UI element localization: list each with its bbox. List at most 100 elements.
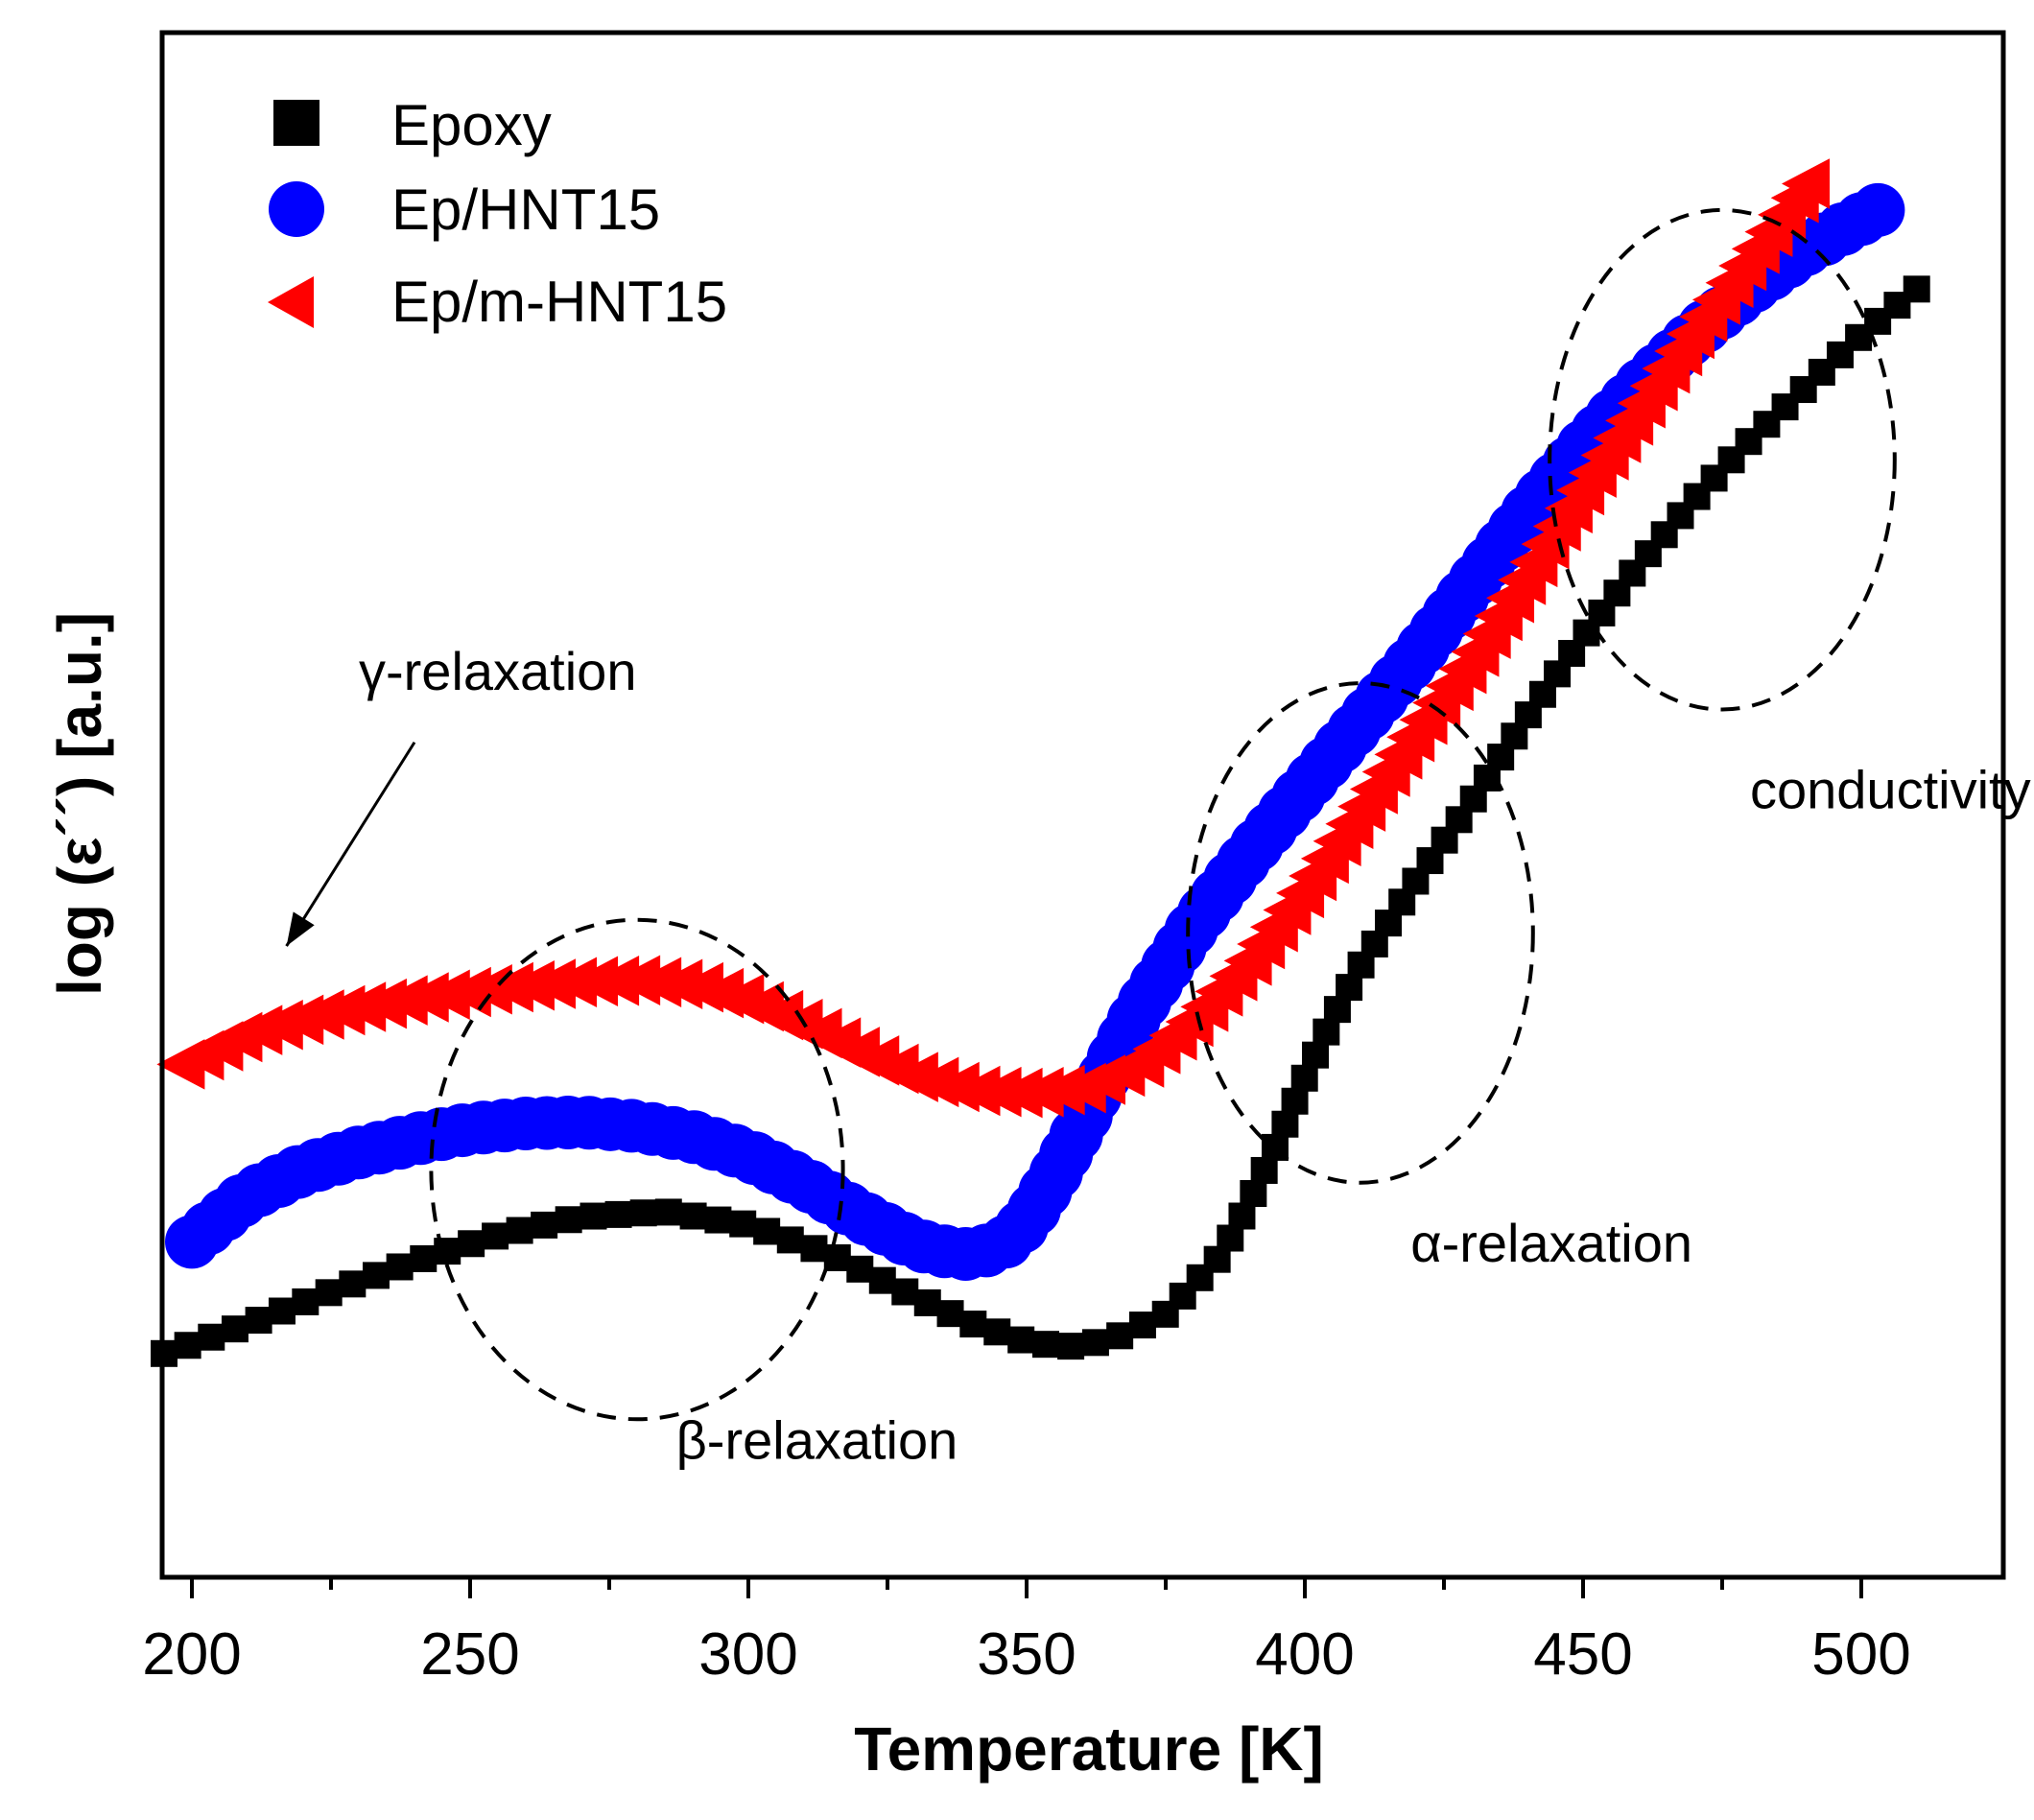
data-point [1903, 275, 1930, 303]
legend-label-ep-hnt15: Ep/HNT15 [391, 177, 660, 242]
data-point [434, 1238, 461, 1265]
data-point [612, 955, 661, 1005]
data-point [1336, 974, 1363, 1002]
x-tick-label: 300 [698, 1621, 797, 1688]
data-point [362, 1262, 390, 1289]
data-point [463, 963, 512, 1015]
data-point [654, 1198, 682, 1226]
data-marks [151, 158, 1930, 1367]
data-point [629, 1199, 657, 1227]
data-point [1057, 1333, 1085, 1360]
data-point [339, 1270, 367, 1298]
data-point [555, 1206, 582, 1234]
data-point [1313, 1018, 1340, 1046]
data-point [891, 1278, 919, 1306]
data-point [198, 1323, 225, 1351]
data-point [292, 1288, 319, 1315]
data-point [1106, 1322, 1134, 1350]
data-point [800, 1235, 828, 1263]
data-point [959, 1311, 987, 1338]
data-point [654, 958, 703, 1010]
data-point [531, 1211, 558, 1239]
x-tick-label: 450 [1533, 1621, 1632, 1688]
data-point [1032, 1331, 1060, 1359]
data-point [221, 1315, 248, 1343]
data-point [338, 981, 387, 1032]
legend-label-epoxy: Epoxy [391, 93, 552, 157]
data-point [1007, 1326, 1035, 1354]
data-point [913, 1288, 941, 1316]
data-point [1782, 158, 1830, 209]
annotation-arrow-head [286, 911, 315, 947]
data-point [315, 1279, 343, 1307]
x-tick-label: 250 [420, 1621, 519, 1688]
annotation-gamma-relaxation: γ-relaxation [359, 641, 636, 701]
data-point [1290, 1064, 1318, 1092]
series-ep-hnt15 [165, 182, 1905, 1282]
data-point [1228, 1202, 1256, 1230]
series-ep-m-hnt15 [156, 158, 1830, 1119]
data-point [604, 1200, 632, 1228]
y-axis-title: log (ε´´) [a.u.] [45, 612, 114, 996]
legend-marker-epoxy [273, 100, 319, 146]
x-tick-label: 350 [977, 1621, 1076, 1688]
data-point [410, 1244, 438, 1272]
legend-label-ep-m-hnt15: Ep/m-HNT15 [391, 270, 727, 334]
annotation-alpha-relaxation: α-relaxation [1410, 1213, 1692, 1273]
data-point [1128, 1312, 1156, 1339]
data-point [458, 1230, 485, 1258]
annotation-conductivity: conductivity [1750, 759, 2031, 819]
data-point [704, 1206, 732, 1234]
annotation-arrow-line [285, 741, 416, 947]
data-point [633, 957, 682, 1007]
data-point [776, 1226, 804, 1254]
annotation-shapes [285, 207, 1897, 1422]
data-point [1281, 1087, 1309, 1115]
x-axis-title: Temperature [K] [854, 1714, 1324, 1784]
data-point [931, 1061, 980, 1113]
plot-frame [159, 30, 2006, 1580]
x-axis-ticks: 200 250 300 350 400 450 500 [142, 1577, 1911, 1688]
data-point [1302, 1041, 1330, 1069]
data-point [317, 984, 366, 1036]
legend-marker-ep-hnt15 [269, 181, 324, 237]
x-tick-label: 200 [142, 1621, 241, 1688]
data-point [386, 1253, 414, 1281]
data-point [1015, 1067, 1064, 1118]
data-point [268, 1297, 296, 1325]
data-point [983, 1318, 1011, 1346]
data-point [421, 969, 470, 1021]
data-point [1036, 1064, 1085, 1116]
data-point [1851, 182, 1905, 237]
annotation-ellipse [1186, 681, 1535, 1185]
data-point [1271, 1110, 1299, 1138]
data-point [679, 1202, 707, 1230]
x-tick-label: 500 [1811, 1621, 1910, 1688]
data-point [358, 978, 407, 1029]
data-point [1250, 1156, 1278, 1184]
data-point [1081, 1329, 1109, 1357]
series-epoxy [151, 275, 1930, 1367]
data-point [245, 1307, 272, 1335]
data-point [846, 1255, 874, 1283]
annotation-ellipse [429, 917, 845, 1422]
data-point [400, 972, 449, 1023]
data-point [868, 1266, 896, 1294]
data-point [1240, 1180, 1267, 1208]
data-point [506, 960, 555, 1011]
data-point [379, 975, 428, 1026]
data-point [579, 1202, 607, 1230]
data-point [506, 1217, 533, 1244]
data-point [442, 966, 491, 1018]
annotation-beta-relaxation: β-relaxation [676, 1409, 958, 1470]
data-point [174, 1332, 201, 1359]
data-point [753, 1217, 781, 1245]
legend-marker-ep-m-hnt15 [268, 276, 314, 328]
data-point [936, 1300, 964, 1328]
data-point [482, 1222, 509, 1250]
x-tick-label: 400 [1255, 1621, 1354, 1688]
annotation-ellipse [1548, 207, 1897, 712]
data-point [729, 1210, 757, 1238]
data-point [485, 961, 533, 1013]
